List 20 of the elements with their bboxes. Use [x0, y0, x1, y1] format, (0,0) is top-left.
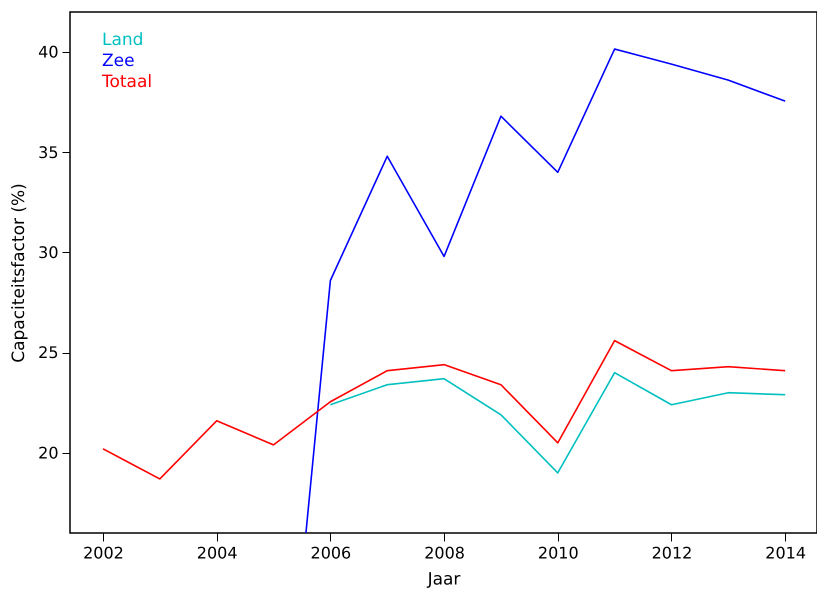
line-series: [330, 372, 786, 474]
y-tick-label: 35: [38, 142, 58, 162]
y-tick-label: 30: [38, 242, 58, 262]
text: Totaal: [101, 72, 152, 92]
text: Land: [102, 30, 144, 50]
x-tick-label: 2012: [652, 544, 692, 562]
line-series: [305, 48, 786, 533]
x-tick-label: 2004: [196, 544, 238, 562]
x-axis-title: Jaar: [426, 570, 460, 590]
line-series: [102, 340, 786, 480]
x-tick-label: 2010: [538, 544, 579, 562]
y-tick-label: 20: [38, 443, 58, 462]
x-tick-label: 2006: [310, 544, 352, 562]
x-tick-label: 2002: [83, 544, 124, 562]
y-axis-title: Capaciteitsfactor (%): [9, 183, 30, 363]
y-tick-label: 40: [38, 42, 58, 62]
text: Zee: [102, 51, 135, 71]
y-tick-label: 25: [38, 343, 58, 362]
x-tick-label: 2008: [424, 544, 465, 562]
x-tick-label: 2014: [765, 544, 806, 562]
